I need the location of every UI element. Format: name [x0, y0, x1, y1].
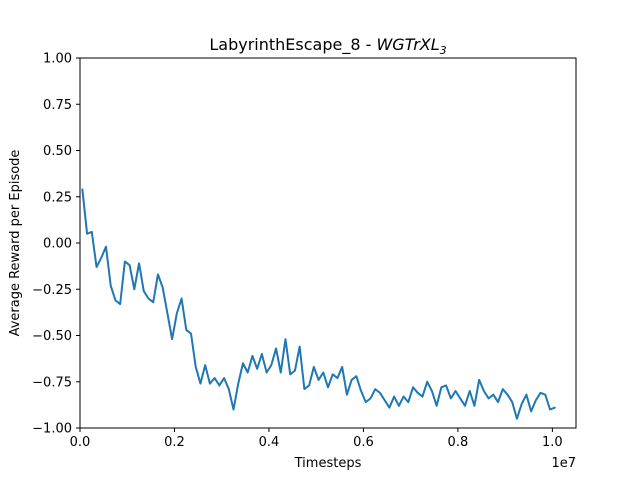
x-tick-label: 0.8: [448, 435, 469, 450]
y-tick-label: −0.75: [32, 375, 72, 390]
x-tick-label: 0.6: [353, 435, 374, 450]
y-tick-label: 0.50: [43, 144, 72, 159]
x-tick-label: 0.4: [259, 435, 280, 450]
plot-frame: [79, 57, 577, 429]
x-axis-label: Timesteps: [294, 456, 362, 471]
plot-area: [80, 58, 576, 428]
y-tick-label: 0.25: [43, 190, 72, 205]
y-axis-ticks: −1.00 −0.75 −0.50 −0.25 0.00 0.25 0.50 0.75 1.00: [32, 52, 80, 437]
y-axis-label: Average Reward per Episode: [8, 150, 23, 337]
x-axis-offset-label: 1e7: [551, 456, 576, 471]
y-tick-label: −0.25: [32, 283, 72, 298]
series-line: [81, 188, 556, 420]
y-tick-label: −0.50: [32, 329, 72, 344]
chart-title: LabyrinthEscape_8 - WGTrXL3: [209, 35, 446, 57]
y-tick-label: 0.00: [43, 237, 72, 252]
x-tick-label: 0.2: [164, 435, 185, 450]
y-tick-label: 1.00: [43, 52, 72, 67]
x-tick-label: 0.0: [70, 435, 91, 450]
y-tick-label: −1.00: [32, 422, 72, 437]
x-tick-label: 1.0: [542, 435, 563, 450]
y-tick-label: 0.75: [43, 98, 72, 113]
x-axis-ticks: 0.0 0.2 0.4 0.6 0.8 1.0: [70, 428, 563, 450]
